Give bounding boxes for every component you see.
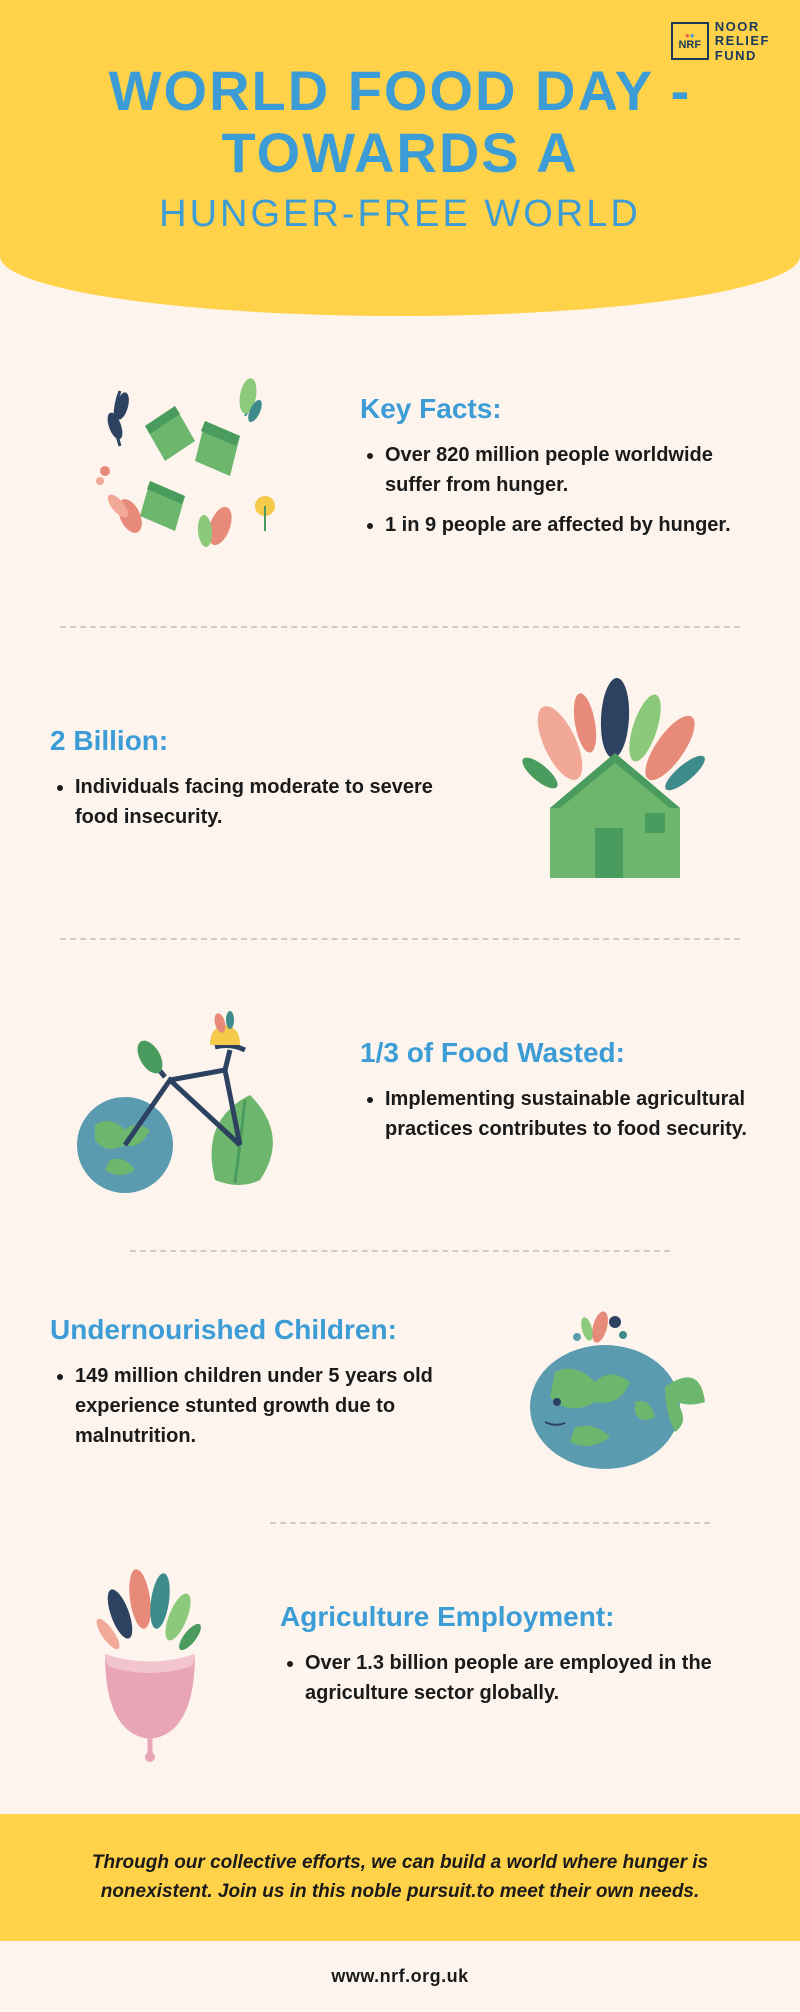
website-url: www.nrf.org.uk — [0, 1941, 800, 2012]
bullet-list: Individuals facing moderate to severe fo… — [50, 772, 440, 832]
cup-plants-icon — [50, 1559, 250, 1759]
bullet-item: 1 in 9 people are affected by hunger. — [385, 510, 750, 540]
content-body: Key Facts: Over 820 million people world… — [0, 316, 800, 1794]
page-title: WORLD FOOD DAY - TOWARDS A — [40, 60, 760, 183]
bullet-list: Over 820 million people worldwide suffer… — [360, 440, 750, 540]
logo: ●● NRF NOOR RELIEF FUND — [671, 20, 770, 63]
logo-mark-icon: ●● NRF — [671, 22, 709, 60]
header: ●● NRF NOOR RELIEF FUND WORLD FOOD DAY -… — [0, 0, 800, 316]
section-title: 2 Billion: — [50, 725, 440, 757]
section-food-wasted: 1/3 of Food Wasted: Implementing sustain… — [50, 940, 750, 1250]
section-title: Agriculture Employment: — [280, 1601, 750, 1633]
bullet-item: Implementing sustainable agricultural pr… — [385, 1084, 750, 1144]
footer-message: Through our collective efforts, we can b… — [0, 1814, 800, 1941]
bullet-item: Individuals facing moderate to severe fo… — [75, 772, 440, 832]
logo-text: NOOR RELIEF FUND — [715, 20, 770, 63]
recycle-plants-icon — [50, 351, 330, 591]
section-title: 1/3 of Food Wasted: — [360, 1037, 750, 1069]
house-plants-icon — [470, 663, 750, 903]
section-title: Undernourished Children: — [50, 1314, 440, 1346]
bullet-item: Over 820 million people worldwide suffer… — [385, 440, 750, 500]
section-title: Key Facts: — [360, 393, 750, 425]
infographic-container: ●● NRF NOOR RELIEF FUND WORLD FOOD DAY -… — [0, 0, 800, 2012]
bullet-item: 149 million children under 5 years old e… — [75, 1361, 440, 1451]
bullet-item: Over 1.3 billion people are employed in … — [305, 1648, 750, 1708]
bullet-list: Over 1.3 billion people are employed in … — [280, 1648, 750, 1708]
bicycle-earth-icon — [50, 975, 330, 1215]
bullet-list: Implementing sustainable agricultural pr… — [360, 1084, 750, 1144]
earth-whale-icon — [470, 1287, 750, 1487]
section-two-billion: 2 Billion: Individuals facing moderate t… — [50, 628, 750, 938]
section-undernourished: Undernourished Children: 149 million chi… — [50, 1252, 750, 1522]
section-key-facts: Key Facts: Over 820 million people world… — [50, 316, 750, 626]
bullet-list: 149 million children under 5 years old e… — [50, 1361, 440, 1451]
page-subtitle: HUNGER-FREE WORLD — [40, 193, 760, 236]
section-agriculture: Agriculture Employment: Over 1.3 billion… — [50, 1524, 750, 1794]
